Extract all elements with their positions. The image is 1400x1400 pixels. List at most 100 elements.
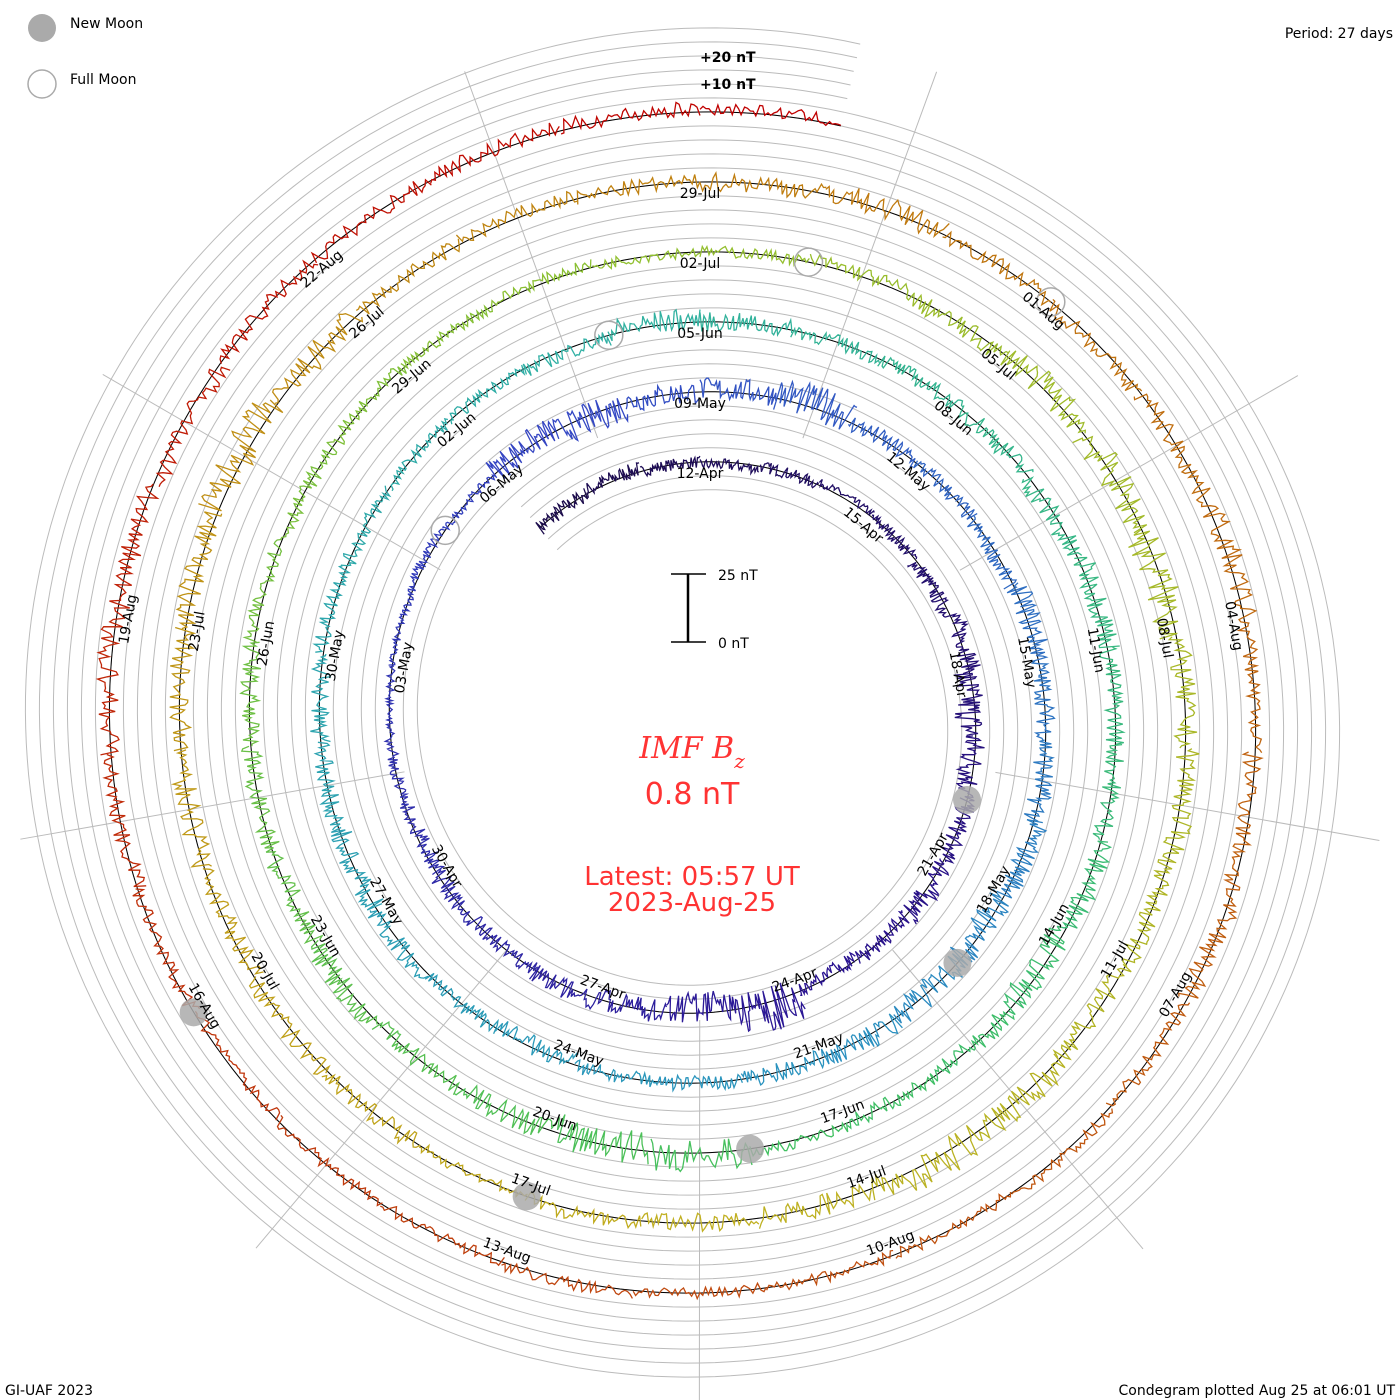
bz-day-trace bbox=[1236, 623, 1263, 754]
date-label: 05-Jun bbox=[677, 326, 723, 342]
bz-day-trace bbox=[818, 478, 875, 516]
date-label: 26-Jun bbox=[254, 620, 278, 668]
bz-day-trace bbox=[355, 238, 460, 315]
grid-spiral bbox=[122, 125, 1243, 1280]
bz-day-trace bbox=[639, 455, 701, 478]
bz-day-trace bbox=[847, 1073, 939, 1130]
date-label: 29-Jun bbox=[389, 356, 434, 398]
bz-day-trace bbox=[449, 364, 526, 425]
bz-day-trace bbox=[632, 1281, 767, 1301]
grid-spiral bbox=[136, 139, 1229, 1266]
bz-day-trace bbox=[942, 230, 1052, 307]
bz-day-trace bbox=[953, 672, 983, 737]
bz-day-trace bbox=[996, 818, 1048, 899]
bz-day-trace bbox=[625, 383, 701, 412]
bz-day-trace bbox=[576, 174, 701, 205]
radial-spoke bbox=[464, 71, 599, 439]
bz-day-trace bbox=[265, 847, 324, 945]
bz-day-trace bbox=[895, 1191, 1012, 1259]
date-label: 23-Jun bbox=[307, 913, 344, 960]
date-label: 11-Jun bbox=[1084, 626, 1108, 674]
bz-day-trace bbox=[239, 641, 262, 747]
bz-day-trace bbox=[1021, 476, 1083, 556]
bz-day-trace bbox=[820, 1013, 903, 1065]
bz-day-trace bbox=[903, 858, 950, 925]
bz-day-trace bbox=[453, 1084, 553, 1136]
grid-spiral bbox=[66, 69, 1299, 1336]
bz-day-trace bbox=[1162, 748, 1200, 863]
bz-day-trace bbox=[311, 939, 378, 1025]
grid-spiral bbox=[24, 27, 1341, 1378]
bz-day-trace bbox=[248, 976, 331, 1075]
bz-day-trace bbox=[321, 1073, 421, 1148]
bz-day-trace bbox=[1105, 1002, 1191, 1107]
radial-spoke bbox=[995, 771, 1380, 841]
bz-day-trace bbox=[759, 462, 819, 489]
chart-title: IMF Bz bbox=[638, 731, 745, 773]
bz-day-trace bbox=[170, 749, 212, 868]
date-label: 09-May bbox=[674, 396, 726, 412]
bz-day-trace bbox=[1052, 963, 1132, 1061]
bz-day-trace bbox=[1000, 350, 1087, 434]
new-moon-legend-icon bbox=[28, 14, 56, 42]
full-moon-marker bbox=[594, 320, 624, 351]
bz-day-trace bbox=[907, 561, 949, 616]
bz-day-trace bbox=[912, 293, 1009, 356]
bz-day-trace bbox=[380, 1205, 505, 1267]
bz-day-trace bbox=[522, 332, 612, 376]
new-moon-marker bbox=[953, 785, 982, 814]
bz-day-trace bbox=[424, 972, 499, 1035]
bz-day-trace bbox=[586, 462, 640, 498]
bz-day-trace bbox=[327, 366, 407, 446]
bz-day-trace bbox=[1099, 646, 1126, 745]
bz-day-trace bbox=[198, 399, 284, 512]
bz-day-trace bbox=[1011, 1108, 1114, 1195]
bz-day-trace bbox=[934, 1010, 1015, 1082]
bz-day-trace bbox=[809, 253, 916, 302]
bz-day-trace bbox=[825, 185, 950, 239]
bz-day-trace bbox=[202, 868, 264, 975]
bz-day-trace bbox=[1030, 660, 1056, 741]
bz-day-trace bbox=[772, 379, 858, 430]
bz-day-trace bbox=[607, 308, 701, 342]
bz-day-trace bbox=[758, 1183, 872, 1229]
bz-day-trace bbox=[400, 304, 494, 370]
date-label: 05-Jul bbox=[977, 346, 1018, 384]
full-moon-marker bbox=[793, 247, 824, 277]
bz-day-trace bbox=[650, 1138, 753, 1173]
bz-day-trace bbox=[871, 514, 918, 560]
bz-day-trace bbox=[310, 178, 432, 264]
bz-day-trace bbox=[550, 1114, 649, 1165]
bz-day-trace bbox=[656, 1073, 744, 1093]
bz-day-trace bbox=[1002, 925, 1066, 1016]
bz-day-trace bbox=[271, 313, 364, 405]
grid-spiral bbox=[94, 97, 1271, 1308]
bz-day-trace bbox=[1072, 435, 1148, 534]
bz-day-trace bbox=[666, 990, 734, 1023]
latest-time: Latest: 05:57 UT bbox=[584, 862, 800, 892]
bz-day-trace bbox=[877, 355, 964, 410]
scale-bottom-label: 0 nT bbox=[718, 636, 749, 652]
bz-day-trace bbox=[1006, 582, 1049, 663]
scale-top-label: 25 nT bbox=[718, 568, 758, 584]
radial-spoke bbox=[102, 374, 441, 571]
date-label: 20-Jun bbox=[531, 1104, 579, 1135]
bz-day-trace bbox=[560, 101, 701, 135]
new-moon-marker bbox=[943, 948, 972, 977]
bz-day-trace bbox=[240, 745, 280, 849]
bz-day-trace bbox=[383, 737, 410, 809]
bz-day-trace bbox=[194, 1010, 281, 1121]
current-value: 0.8 nT bbox=[645, 777, 740, 812]
bz-day-trace bbox=[766, 1249, 894, 1291]
bz-day-trace bbox=[276, 1115, 383, 1207]
bz-day-trace bbox=[407, 528, 446, 596]
bz-day-trace bbox=[528, 964, 601, 1011]
bz-day-trace bbox=[597, 988, 668, 1022]
bz-day-trace bbox=[966, 1053, 1066, 1141]
bz-day-trace bbox=[340, 485, 392, 567]
new-moon-legend-label: New Moon bbox=[70, 16, 143, 32]
period-label: Period: 27 days bbox=[1285, 26, 1393, 42]
bz-day-trace bbox=[854, 910, 910, 964]
bz-day-trace bbox=[699, 103, 842, 127]
bz-day-trace bbox=[242, 538, 283, 643]
